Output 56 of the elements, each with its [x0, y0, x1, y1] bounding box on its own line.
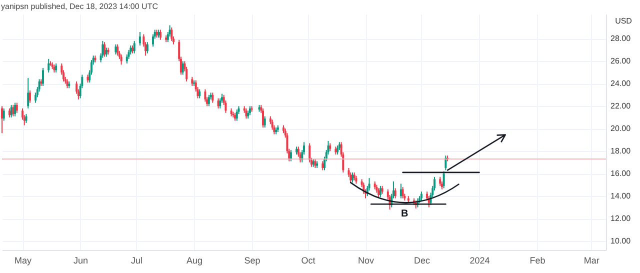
y-tick-label: 14.00: [610, 192, 632, 201]
candlestick: [146, 42, 148, 54]
candlestick: [217, 98, 220, 109]
candlestick: [351, 172, 354, 184]
candlestick: [262, 108, 264, 128]
candlestick: [28, 90, 31, 104]
y-tick-label: 24.00: [610, 79, 632, 88]
y-tick-label: 22.00: [610, 102, 632, 111]
candlestick: [308, 142, 311, 163]
candlestick: [264, 116, 266, 128]
x-tick-label: 2024: [470, 256, 490, 266]
y-tick-label: 26.00: [610, 56, 632, 66]
x-tick-label: Dec: [414, 256, 430, 266]
candlestick: [350, 172, 352, 184]
text: yanipsn published, Dec 18, 2023 14:00 UTC: [1, 2, 158, 11]
candlestick: [402, 186, 404, 199]
x-tick-label: May: [14, 256, 32, 266]
candlestick: [42, 67, 44, 86]
candlestick: [102, 40, 104, 58]
candlestick: [2, 108, 5, 122]
y-tick-label: 12.00: [610, 214, 632, 224]
candlestick: [271, 119, 274, 130]
candlestick: [114, 44, 117, 55]
candlestick: [245, 108, 248, 120]
candlestick: [400, 183, 402, 199]
candlestick: [1, 106, 3, 134]
candlestick: [12, 104, 14, 117]
y-tick-label: 16.00: [610, 169, 632, 178]
candlestick: [120, 54, 122, 66]
candlestick: [116, 44, 119, 56]
y-axis-title: USD: [615, 16, 632, 26]
y-tick-label: 10.00: [610, 236, 632, 246]
x-tick-label: Oct: [301, 256, 316, 266]
candlestick: [442, 170, 445, 189]
candlestick: [204, 88, 206, 102]
candlestick: [16, 102, 18, 114]
x-tick-label: Jul: [130, 256, 142, 266]
x-tick-label: Jun: [74, 256, 88, 266]
candlestick: [14, 102, 16, 117]
x-tick-label: Sep: [244, 256, 260, 266]
candlestick: [212, 92, 214, 104]
candlestick: [152, 34, 154, 48]
candlestick: [138, 31, 141, 46]
y-tick-label: 18.00: [610, 146, 632, 156]
x-tick-label: Nov: [358, 256, 375, 266]
candlestick: [394, 188, 396, 199]
y-tick-label: 20.00: [610, 124, 632, 134]
candlestick: [27, 78, 30, 109]
candlestick: [219, 98, 222, 109]
y-tick-label: 28.00: [610, 34, 632, 44]
candlestick: [290, 149, 292, 162]
x-tick-label: Mar: [584, 256, 600, 266]
x-tick-label: Feb: [530, 256, 546, 266]
annotation: B: [401, 208, 408, 220]
candlestick: [170, 26, 173, 42]
x-tick-label: Aug: [186, 256, 203, 266]
